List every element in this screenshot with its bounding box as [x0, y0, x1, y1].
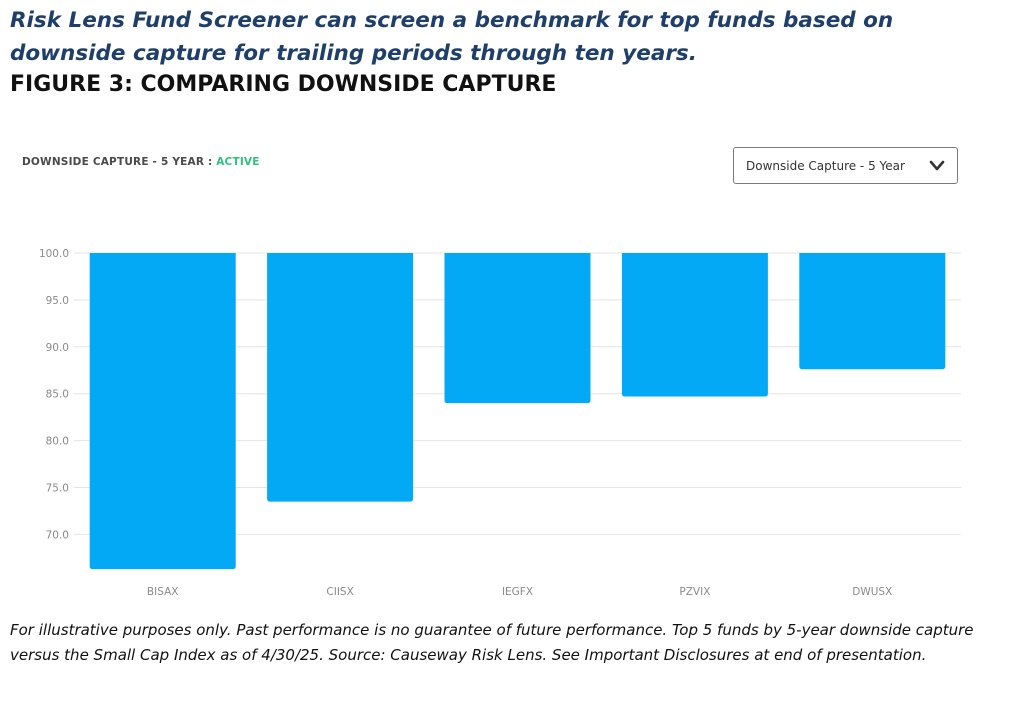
x-tick-label: BISAX — [147, 586, 179, 598]
y-tick-label: 100.0 — [39, 248, 69, 260]
bar-ciisx[interactable] — [267, 253, 414, 502]
metric-label: DOWNSIDE CAPTURE - 5 YEAR : ACTIVE — [22, 156, 260, 168]
y-tick-label: 80.0 — [46, 436, 69, 448]
y-tick-label: 95.0 — [46, 295, 69, 307]
bar-bisax[interactable] — [89, 253, 236, 570]
metric-name: DOWNSIDE CAPTURE - 5 YEAR : — [22, 156, 213, 168]
bar-dwusx[interactable] — [799, 253, 946, 370]
metric-status: ACTIVE — [216, 156, 260, 168]
figure-title: FIGURE 3: COMPARING DOWNSIDE CAPTURE — [10, 72, 557, 97]
y-tick-label: 85.0 — [46, 389, 69, 401]
bar-pzvix[interactable] — [621, 253, 768, 397]
x-tick-label: CIISX — [326, 586, 353, 598]
chevron-down-icon — [929, 160, 945, 171]
y-tick-label: 70.0 — [46, 529, 69, 541]
headline: Risk Lens Fund Screener can screen a ben… — [10, 8, 894, 66]
y-tick-label: 75.0 — [46, 483, 69, 495]
footnote: For illustrative purposes only. Past per… — [10, 621, 974, 664]
metric-dropdown[interactable]: Downside Capture - 5 Year — [733, 147, 958, 184]
bar-iegfx[interactable] — [444, 253, 591, 404]
dropdown-selected-value: Downside Capture - 5 Year — [746, 159, 905, 173]
downside-capture-chart: 100.0 95.0 90.0 85.0 80.0 75.0 70.0 BISAX CIISX I… — [39, 248, 961, 598]
x-tick-label: IEGFX — [502, 586, 533, 598]
x-tick-label: DWUSX — [852, 586, 892, 598]
y-tick-label: 90.0 — [46, 342, 69, 354]
x-tick-label: PZVIX — [679, 586, 710, 598]
